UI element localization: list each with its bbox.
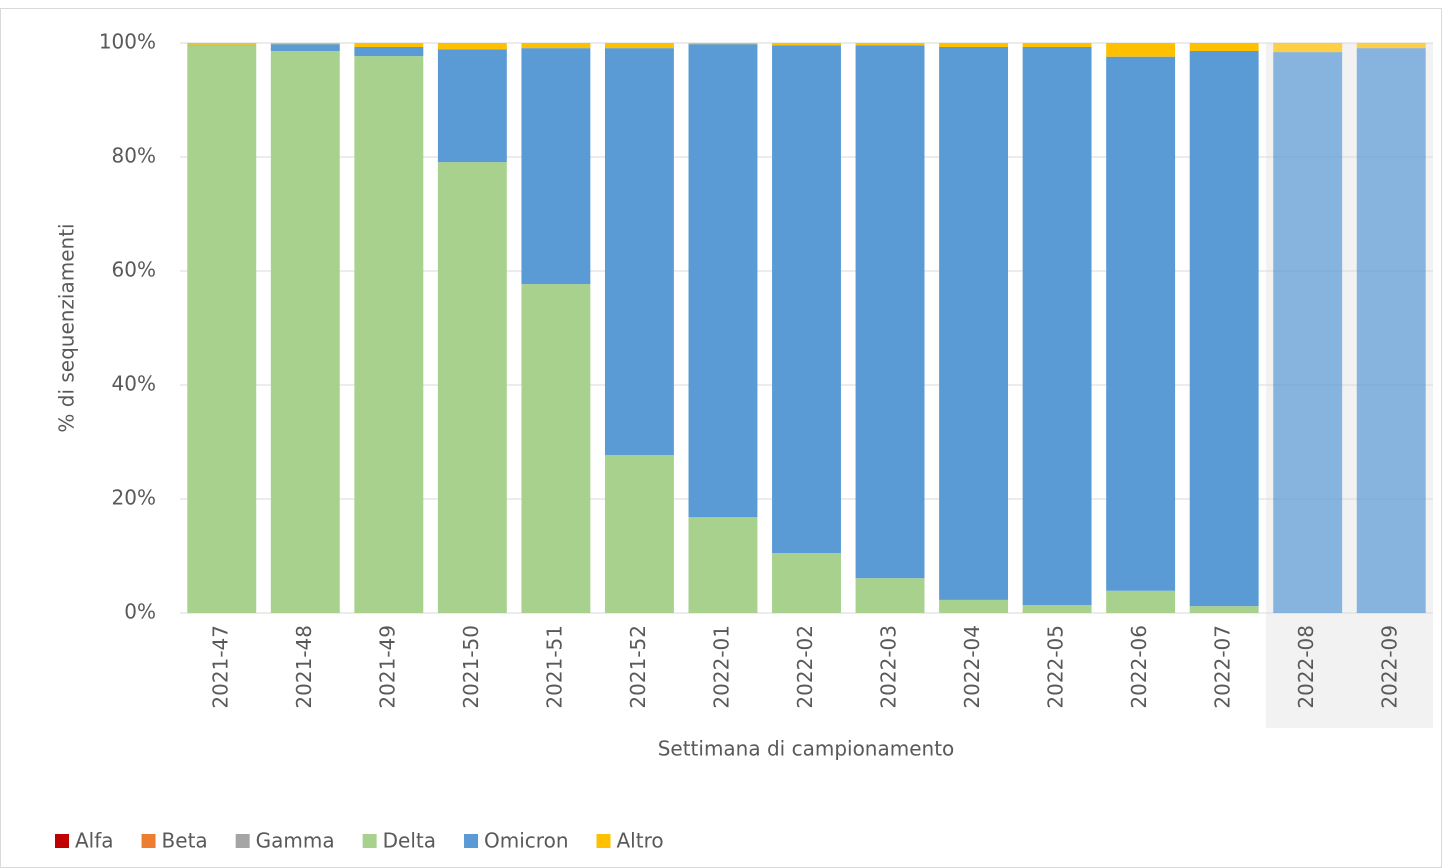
bar-segment [939, 599, 1009, 613]
bar-segment [1106, 56, 1176, 591]
bar-segment [1189, 43, 1259, 51]
legend-swatch [464, 834, 479, 848]
bar-segment [354, 46, 424, 57]
bar-segment [939, 43, 1009, 47]
bar-segment [354, 56, 424, 614]
bar-segment [604, 48, 674, 456]
bar-segment [939, 46, 1009, 600]
legend: Alfa Beta Gamma Delta Omicron Altro [55, 829, 664, 853]
bar-segment [521, 43, 591, 49]
bar-segment [1106, 590, 1176, 613]
bar-segment [688, 43, 758, 45]
y-tick-label: 60% [112, 258, 156, 282]
bar-segment [270, 44, 340, 51]
x-tick-label: 2021-52 [626, 625, 650, 709]
legend-label: Omicron [484, 829, 568, 853]
bar-segment [1189, 50, 1259, 607]
x-tick-label: 2021-50 [459, 625, 483, 709]
bar-segment [855, 45, 925, 579]
bar-segment [1022, 46, 1092, 606]
bar-segment [187, 43, 257, 45]
bar-segment [187, 44, 257, 46]
x-tick-label: 2022-03 [877, 625, 901, 709]
bar-segment [772, 553, 841, 613]
bar-segment [187, 45, 257, 613]
x-tick-label: 2022-07 [1211, 625, 1235, 709]
legend-label: Alfa [75, 829, 114, 853]
x-tick-label: 2021-47 [208, 625, 232, 709]
x-axis-title: Settimana di campionamento [658, 737, 955, 761]
bar-segment [437, 49, 507, 163]
legend-swatch [235, 834, 250, 848]
bar-segment [270, 50, 340, 614]
bar-segment [604, 455, 674, 613]
bar-segment [688, 44, 758, 518]
legend-swatch [362, 834, 377, 848]
bar-segment [1356, 48, 1426, 613]
bar-segment [270, 43, 340, 45]
x-tick-label: 2022-05 [1044, 625, 1068, 709]
legend-label: Altro [617, 829, 664, 853]
bar-segment [855, 43, 925, 46]
legend-label: Beta [162, 829, 208, 853]
x-tick-label: 2022-01 [709, 625, 733, 709]
x-tick-label: 2021-48 [292, 625, 316, 709]
x-tick-label: 2022-08 [1294, 625, 1318, 709]
bar-segment [1106, 43, 1176, 57]
x-tick-label: 2022-02 [793, 625, 817, 709]
legend-swatch [141, 834, 156, 848]
bar-segment [521, 284, 591, 613]
y-tick-label: 20% [112, 486, 156, 510]
bar-segment [437, 162, 507, 613]
legend-label: Delta [383, 829, 436, 853]
x-tick-label: 2022-09 [1378, 625, 1402, 709]
bar-segment [1022, 605, 1092, 613]
y-axis-title: % di sequenziamenti [55, 223, 79, 432]
x-tick-label: 2021-49 [375, 625, 399, 709]
bar-segment [1273, 43, 1343, 53]
bar-segment [855, 578, 925, 613]
bar-segment [772, 45, 841, 554]
legend-swatch [55, 834, 69, 848]
bar-segment [1273, 52, 1343, 614]
y-tick-label: 40% [112, 372, 156, 396]
bar-segment [688, 517, 758, 613]
y-tick-label: 0% [124, 600, 156, 624]
bar-segment [1022, 43, 1092, 47]
x-tick-label: 2021-51 [542, 625, 566, 709]
y-tick-label: 80% [112, 144, 156, 168]
labels-layer: 0% 20% 40% 60% 80% 100% 2021-47 2021-48 2021-49 2… [99, 30, 1402, 709]
bar-segment [1356, 43, 1426, 49]
x-tick-label: 2022-06 [1127, 625, 1151, 709]
bar-segment [437, 43, 507, 50]
y-tick-label: 100% [99, 30, 156, 54]
legend-swatch [596, 834, 611, 848]
bar-segment [521, 48, 591, 285]
bars-layer [187, 43, 1426, 614]
bar-segment [354, 43, 424, 47]
legend-label: Gamma [256, 829, 335, 853]
bar-segment [604, 43, 674, 49]
x-tick-label: 2022-04 [960, 625, 984, 709]
bar-segment [1189, 606, 1259, 613]
bar-segment [772, 43, 841, 46]
